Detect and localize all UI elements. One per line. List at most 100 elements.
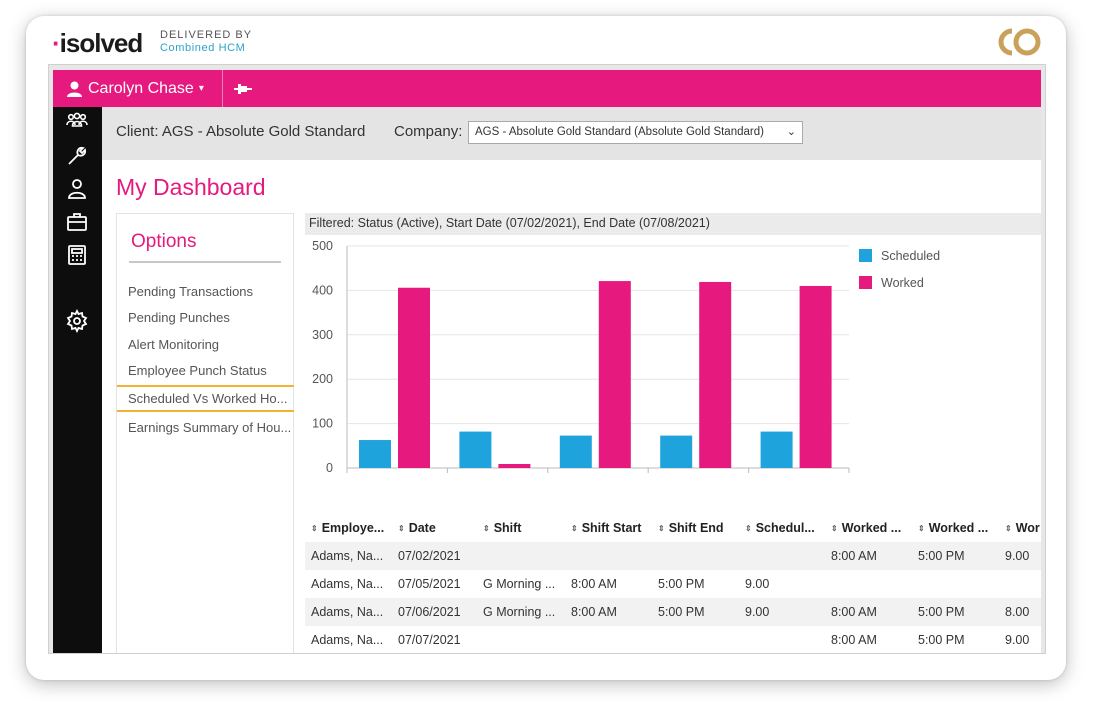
table-row[interactable]: Adams, Na... 07/02/2021 8:00 AM 5:00 PM 9.00 bbox=[305, 542, 1041, 570]
user-name: Carolyn Chase bbox=[88, 79, 194, 97]
column-header-label: Worked ... bbox=[841, 521, 902, 535]
bar-scheduled-1 bbox=[359, 440, 391, 468]
option-pending-transactions[interactable]: Pending Transactions bbox=[128, 284, 254, 299]
sort-icon: ⇕ bbox=[483, 524, 490, 533]
y-tick-label: 200 bbox=[312, 372, 333, 386]
table-cell: 07/05/2021 bbox=[398, 577, 461, 591]
top-nav-bar: Carolyn Chase ▾ bbox=[53, 70, 1041, 107]
table-cell bbox=[567, 626, 652, 653]
user-menu-button[interactable]: Carolyn Chase ▾ bbox=[67, 70, 204, 107]
sort-icon: ⇕ bbox=[311, 524, 318, 533]
table-row[interactable]: Adams, Na... 07/07/2021 8:00 AM 5:00 PM 9.00 bbox=[305, 626, 1041, 653]
table-cell bbox=[741, 542, 825, 570]
column-header-label: Wor bbox=[1015, 521, 1040, 535]
calculator-icon[interactable] bbox=[65, 243, 89, 267]
legend-swatch-scheduled bbox=[859, 249, 872, 262]
table-cell bbox=[654, 626, 739, 653]
logo-text: isolved bbox=[59, 28, 144, 58]
table-cell: 8:00 AM bbox=[831, 633, 877, 647]
company-select[interactable]: AGS - Absolute Gold Standard (Absolute G… bbox=[468, 121, 803, 144]
table-cell: 8.00 bbox=[1005, 605, 1030, 619]
table-cell: G Morning ... bbox=[483, 577, 556, 591]
bar-worked-2 bbox=[498, 464, 531, 468]
legend-label-scheduled: Scheduled bbox=[881, 249, 940, 263]
y-tick-label: 300 bbox=[312, 328, 333, 342]
table-cell: Adams, Na... bbox=[311, 605, 384, 619]
table-cell bbox=[1001, 570, 1041, 598]
bar-scheduled-3 bbox=[559, 435, 592, 468]
column-header-label: Employe... bbox=[321, 521, 385, 535]
column-header[interactable]: ⇕ Date bbox=[394, 514, 477, 542]
table-cell: 07/07/2021 bbox=[398, 633, 461, 647]
y-tick-label: 500 bbox=[312, 239, 333, 253]
company-label: Company: bbox=[394, 123, 463, 140]
table-row[interactable]: Adams, Na... 07/05/2021 G Morning ... 8:00 … bbox=[305, 570, 1041, 598]
chevron-down-icon: ⌄ bbox=[786, 126, 796, 138]
table-cell bbox=[654, 542, 739, 570]
sort-icon: ⇕ bbox=[831, 524, 838, 533]
table-cell: 07/02/2021 bbox=[398, 549, 461, 563]
table-row[interactable]: Adams, Na... 07/06/2021 G Morning ... 8:00 … bbox=[305, 598, 1041, 626]
column-header[interactable]: ⇕ Shift End bbox=[654, 514, 739, 542]
person-icon[interactable] bbox=[65, 177, 89, 201]
partner-name: Combined HCM bbox=[160, 42, 246, 54]
company-select-value: AGS - Absolute Gold Standard (Absolute G… bbox=[475, 126, 764, 138]
sort-icon: ⇕ bbox=[918, 524, 925, 533]
column-header-label: Worked ... bbox=[928, 521, 989, 535]
column-header[interactable]: ⇕ Worked ... bbox=[914, 514, 999, 542]
divider bbox=[222, 70, 223, 107]
co-logo-icon bbox=[998, 28, 1041, 56]
filter-summary: Filtered: Status (Active), Start Date (0… bbox=[305, 213, 1041, 235]
table-cell: Adams, Na... bbox=[311, 549, 384, 563]
column-header[interactable]: ⇕ Shift bbox=[479, 514, 565, 542]
column-header[interactable]: ⇕ Schedul... bbox=[741, 514, 825, 542]
table-cell: 9.00 bbox=[1005, 549, 1030, 563]
option-pending-punches[interactable]: Pending Punches bbox=[128, 310, 230, 325]
legend-label-worked: Worked bbox=[881, 276, 924, 290]
table-cell: 9.00 bbox=[745, 605, 770, 619]
column-header[interactable]: ⇕ Shift Start bbox=[567, 514, 652, 542]
table-cell: 5:00 PM bbox=[918, 605, 965, 619]
option-scheduled-vs-worked[interactable]: Scheduled Vs Worked Ho... bbox=[117, 385, 294, 412]
sort-icon: ⇕ bbox=[658, 524, 665, 533]
bar-worked-3 bbox=[598, 281, 631, 468]
delivered-by: DELIVERED BY Combined HCM bbox=[160, 29, 252, 55]
people-icon[interactable] bbox=[65, 111, 89, 135]
column-header-label: Shift End bbox=[668, 521, 724, 535]
options-title: Options bbox=[131, 231, 197, 252]
table-cell: 8:00 AM bbox=[571, 577, 617, 591]
bar-scheduled-4 bbox=[660, 435, 693, 468]
column-header[interactable]: ⇕ Employe... bbox=[307, 514, 392, 542]
table-cell: 5:00 PM bbox=[918, 549, 965, 563]
table-cell: 9.00 bbox=[1005, 633, 1030, 647]
sort-icon: ⇕ bbox=[745, 524, 752, 533]
column-header[interactable]: ⇕ Worked ... bbox=[827, 514, 912, 542]
table-cell bbox=[479, 626, 565, 653]
option-employee-punch-status[interactable]: Employee Punch Status bbox=[128, 363, 267, 378]
table-cell: Adams, Na... bbox=[311, 577, 384, 591]
table-cell: 9.00 bbox=[745, 577, 770, 591]
chevron-down-icon: ▾ bbox=[198, 83, 204, 94]
briefcase-icon[interactable] bbox=[65, 210, 89, 234]
table-cell bbox=[567, 542, 652, 570]
table-cell bbox=[914, 570, 999, 598]
isolved-logo: ·isolved bbox=[52, 28, 144, 58]
column-header[interactable]: ⇕ Wor bbox=[1001, 514, 1041, 542]
sort-icon: ⇕ bbox=[1005, 524, 1012, 533]
table-cell: G Morning ... bbox=[483, 605, 556, 619]
bar-worked-1 bbox=[398, 287, 430, 468]
logo-prefix: · bbox=[52, 28, 61, 58]
column-header-label: Date bbox=[408, 521, 436, 535]
pin-icon[interactable] bbox=[233, 79, 253, 99]
bar-worked-4 bbox=[699, 281, 732, 468]
options-panel: Options Pending Transactions Pending Pun… bbox=[116, 213, 294, 653]
client-bar: Client: AGS - Absolute Gold Standard Com… bbox=[102, 107, 1041, 160]
column-header-label: Shift bbox=[493, 521, 522, 535]
wrench-icon[interactable] bbox=[65, 144, 89, 168]
gear-icon[interactable] bbox=[65, 309, 89, 333]
option-alert-monitoring[interactable]: Alert Monitoring bbox=[128, 337, 220, 352]
bar-scheduled-5 bbox=[760, 431, 793, 468]
option-earnings-summary[interactable]: Earnings Summary of Hou... bbox=[128, 420, 292, 435]
table-cell: 8:00 AM bbox=[571, 605, 617, 619]
user-icon bbox=[67, 81, 82, 97]
